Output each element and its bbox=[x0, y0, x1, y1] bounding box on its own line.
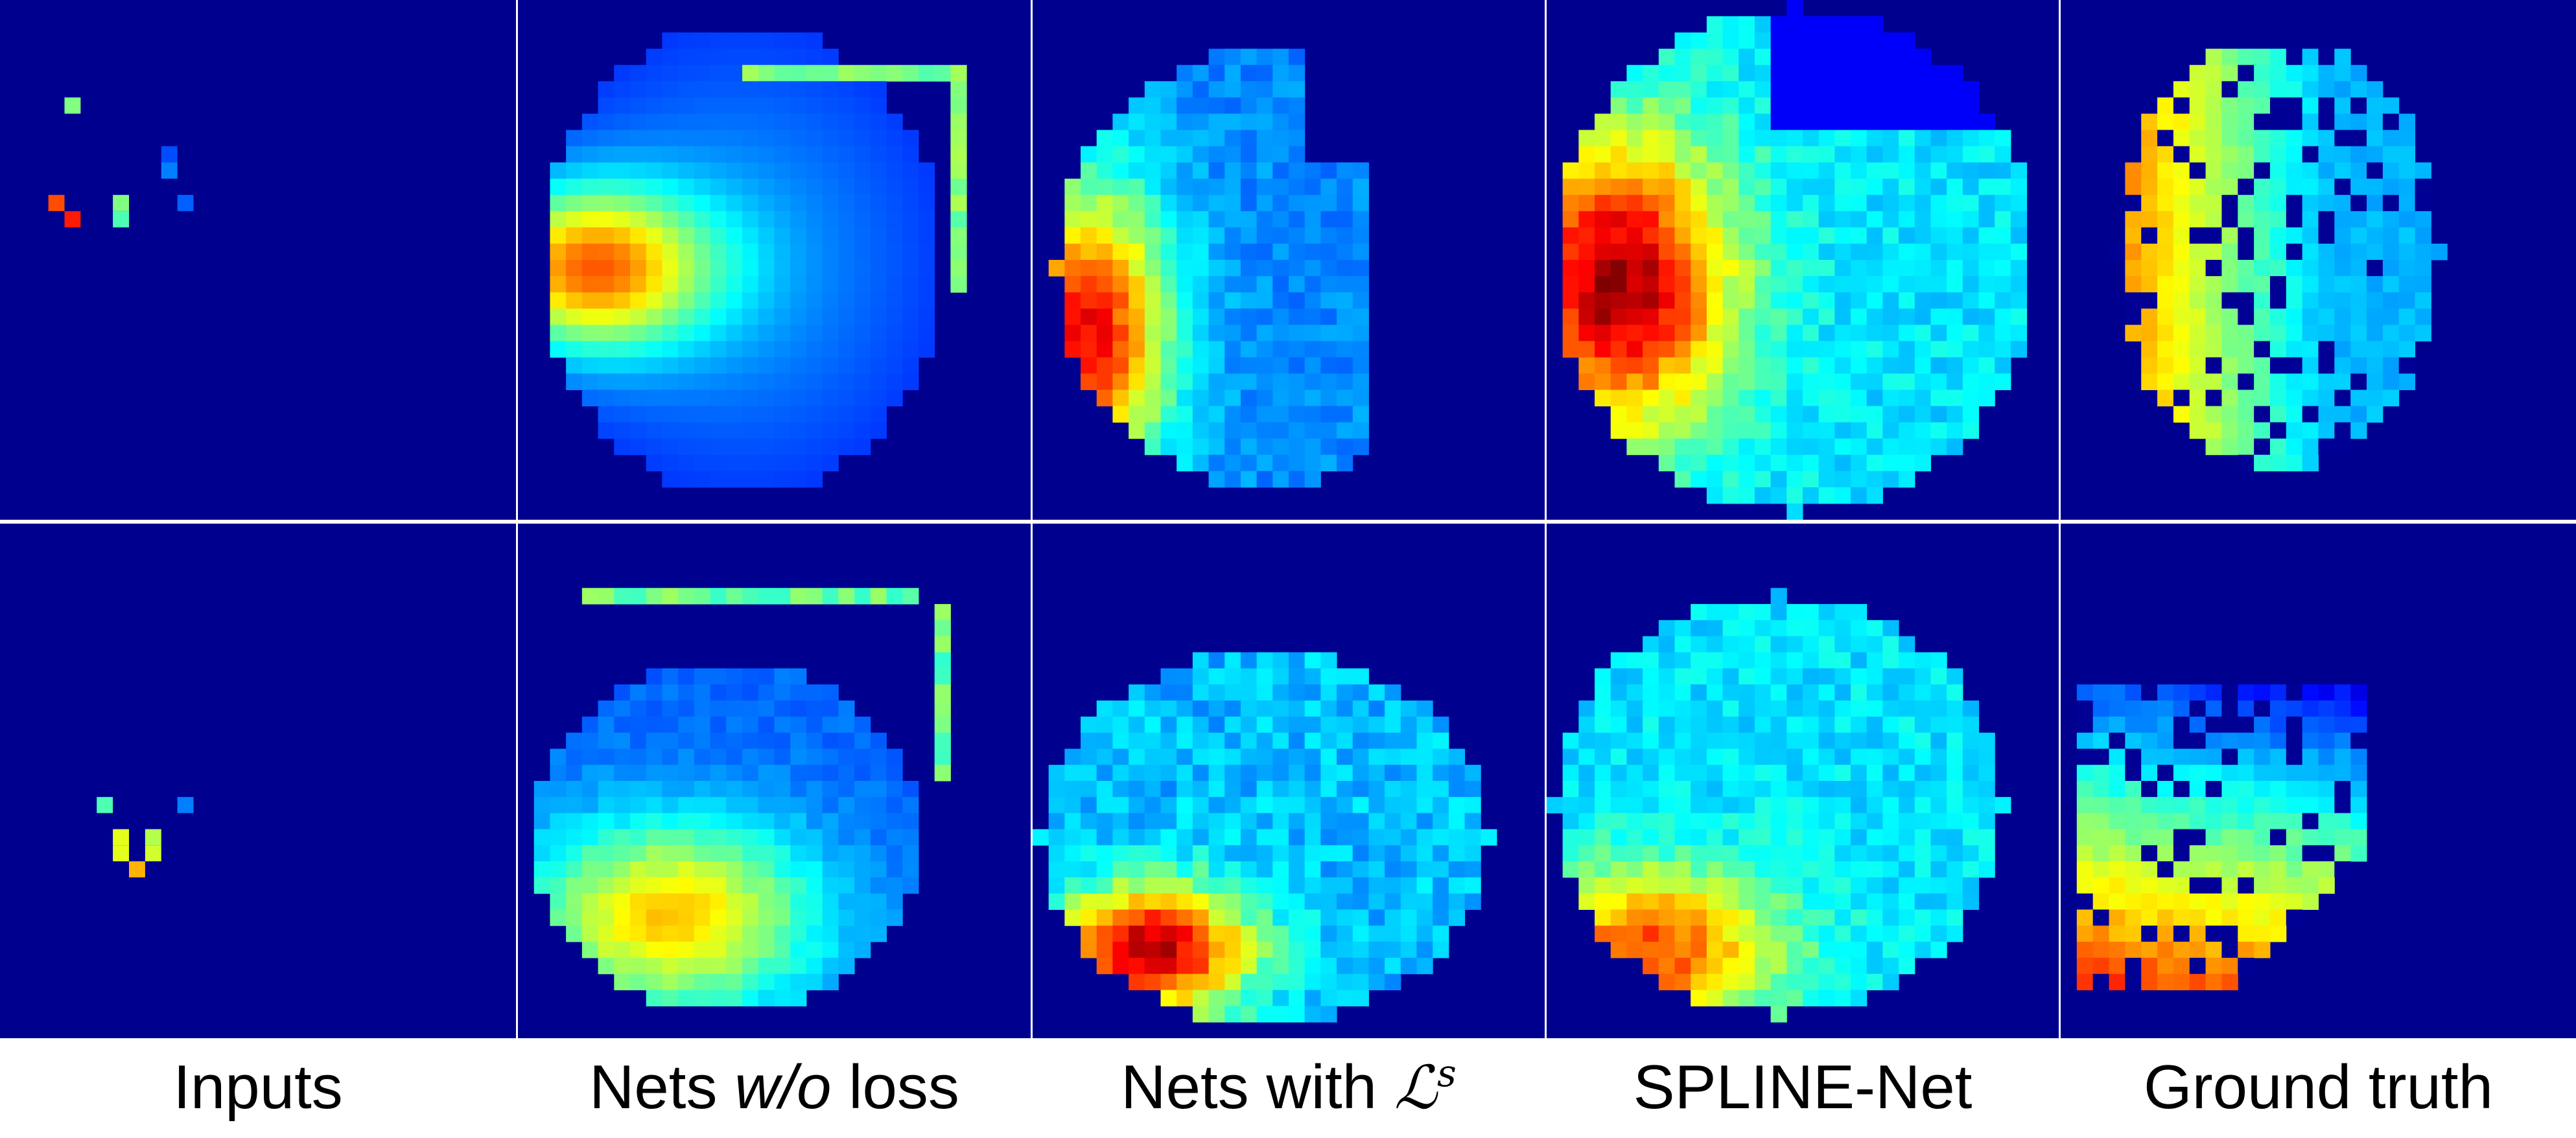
loss-symbol: ℒs bbox=[1394, 1053, 1457, 1122]
input-sample-2 bbox=[97, 796, 113, 813]
input-sample-3 bbox=[113, 829, 129, 846]
loss-symbol-superscript: s bbox=[1436, 1051, 1457, 1095]
heatmap-inputs-row-2 bbox=[97, 796, 194, 877]
heatmap-nets-wo-loss-row-1 bbox=[550, 32, 967, 488]
heatmap-nets-with-ls-row-1 bbox=[1048, 49, 1369, 488]
input-sample-6 bbox=[145, 845, 161, 862]
heatmap-spline-net-row-1 bbox=[1562, 0, 2028, 520]
input-sample-5 bbox=[113, 211, 129, 227]
caption-nets-with-ls: Nets with ℒs bbox=[1033, 1052, 1545, 1122]
input-sample-4 bbox=[113, 194, 129, 211]
panel-spline-net-row-1 bbox=[1547, 0, 2059, 520]
caption-nets-wo-loss: Nets w/o loss bbox=[518, 1055, 1031, 1120]
input-sample-1 bbox=[64, 97, 81, 114]
caption-nets-wo-loss-suffix: loss bbox=[831, 1052, 959, 1122]
panel-inputs-row-2 bbox=[0, 524, 516, 1038]
caption-inputs: Inputs bbox=[173, 1052, 343, 1122]
panel-ground-truth-row-1 bbox=[2061, 0, 2576, 520]
heatmap-ground-truth-row-1 bbox=[2109, 49, 2448, 472]
input-sample-8 bbox=[64, 211, 81, 227]
input-sample-4 bbox=[113, 845, 129, 862]
heatmap-nets-wo-loss-row-2 bbox=[533, 588, 951, 1006]
caption-nets-wo-loss-italic: w/o bbox=[734, 1052, 832, 1122]
heatmap-ground-truth-row-2 bbox=[2076, 684, 2367, 991]
input-sample-5 bbox=[145, 829, 161, 846]
caption-spline-net: SPLINE-Net bbox=[1633, 1052, 1973, 1122]
heatmap-spline-net-row-2 bbox=[1547, 588, 2011, 1023]
panel-spline-net-row-2 bbox=[1547, 524, 2059, 1038]
caption-nets-with-prefix: Nets with bbox=[1121, 1052, 1394, 1122]
panel-nets-with-ls-row-1 bbox=[1033, 0, 1545, 520]
panel-nets-with-ls-row-2 bbox=[1033, 524, 1545, 1038]
input-sample-1 bbox=[177, 796, 194, 813]
panel-inputs-row-1 bbox=[0, 0, 516, 520]
input-sample-3 bbox=[161, 162, 178, 179]
panel-nets-wo-loss-row-1 bbox=[518, 0, 1031, 520]
input-sample-7 bbox=[177, 194, 194, 211]
input-sample-2 bbox=[161, 146, 178, 163]
input-sample-6 bbox=[48, 194, 65, 211]
panel-nets-wo-loss-row-2 bbox=[518, 524, 1031, 1038]
loss-symbol-letter: ℒ bbox=[1394, 1053, 1437, 1122]
heatmap-inputs-row-1 bbox=[48, 97, 194, 227]
heatmap-nets-with-ls-row-2 bbox=[1033, 652, 1497, 1023]
caption-nets-wo-loss-prefix: Nets bbox=[589, 1052, 735, 1122]
caption-ground-truth: Ground truth bbox=[2144, 1052, 2493, 1122]
panel-ground-truth-row-2 bbox=[2061, 524, 2576, 1038]
input-sample-7 bbox=[129, 861, 145, 877]
